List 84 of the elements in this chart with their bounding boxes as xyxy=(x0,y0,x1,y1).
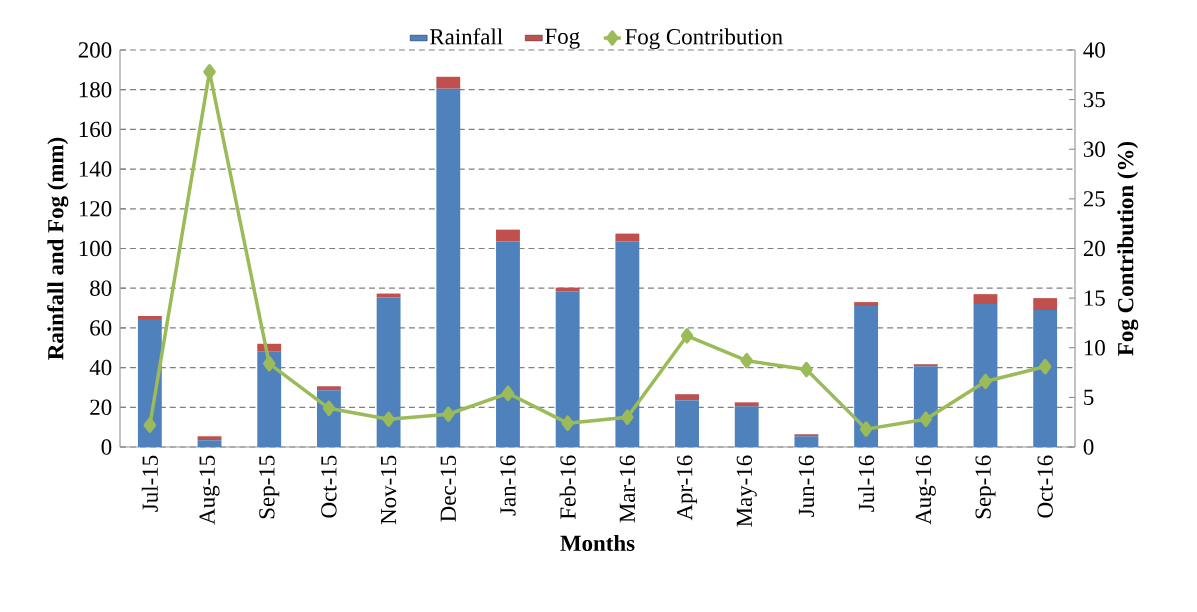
point xyxy=(680,328,694,344)
x-tick-label: Oct-16 xyxy=(1037,455,1053,518)
y-axis-title: Rainfall and Fog (mm) xyxy=(47,137,69,360)
bar xyxy=(436,88,461,447)
x-tick-label: Jan-16 xyxy=(500,455,516,516)
point xyxy=(800,361,813,378)
legend-label: Fog Contribution xyxy=(625,28,783,50)
x-tick-label: Aug-16 xyxy=(915,455,936,525)
bar xyxy=(376,297,401,447)
x-tick-label: May-16 xyxy=(736,455,757,527)
y-tick-label: 100 xyxy=(79,240,112,257)
bar xyxy=(794,436,819,447)
bar xyxy=(316,386,341,391)
bar xyxy=(1033,310,1058,447)
y2-tick-label: 20 xyxy=(1083,240,1105,257)
x-axis-title: Months xyxy=(560,534,635,551)
x-tick-label: Jul-15 xyxy=(141,455,158,512)
x-tick-label: Dec-15 xyxy=(440,455,456,522)
y-tick-label: 180 xyxy=(79,81,112,98)
point xyxy=(322,400,336,417)
y2-tick-label: 5 xyxy=(1084,389,1094,405)
y2-tick-label: 15 xyxy=(1084,290,1105,306)
x-tick-label: Oct-15 xyxy=(321,455,337,518)
y2-tick-label: 0 xyxy=(1083,439,1094,455)
point xyxy=(561,415,574,431)
legend-label: Rainfall xyxy=(430,28,503,45)
bar xyxy=(257,351,282,447)
y2-tick-label: 30 xyxy=(1083,141,1105,157)
x-tick-label: Feb-16 xyxy=(559,455,576,520)
bar xyxy=(1033,298,1058,311)
bar xyxy=(496,229,520,242)
bar xyxy=(854,306,879,447)
x-tick-label: Mar-16 xyxy=(619,455,636,523)
bar xyxy=(854,302,879,307)
bar xyxy=(436,76,461,89)
bar xyxy=(197,436,222,441)
point xyxy=(919,411,933,427)
bar xyxy=(734,406,759,447)
point xyxy=(979,373,992,390)
y-tick-label: 40 xyxy=(89,359,112,376)
x-tick-label: Apr-16 xyxy=(677,455,698,521)
y-tick-label: 20 xyxy=(90,399,112,416)
x-tick-label: Nov-15 xyxy=(380,455,397,525)
point xyxy=(1038,358,1052,375)
point xyxy=(859,421,873,437)
y-tick-label: 200 xyxy=(78,42,112,58)
y2-tick-label: 10 xyxy=(1084,340,1105,356)
bar xyxy=(675,400,699,447)
bar xyxy=(137,315,162,320)
x-tick-label: Jul-16 xyxy=(858,455,875,512)
bar xyxy=(376,293,401,298)
bar xyxy=(973,304,998,447)
bar xyxy=(973,294,998,305)
bar xyxy=(555,291,580,447)
y-tick-label: 160 xyxy=(79,121,112,138)
point xyxy=(143,417,157,433)
y2-tick-label: 35 xyxy=(1083,91,1105,108)
y-tick-label: 120 xyxy=(79,201,112,217)
bar xyxy=(496,241,520,447)
bar xyxy=(615,233,640,242)
point xyxy=(262,355,276,372)
point xyxy=(621,409,634,425)
y2-tick-label: 25 xyxy=(1083,191,1105,207)
bar xyxy=(555,287,580,292)
bar xyxy=(675,394,699,401)
x-tick-label: Sep-16 xyxy=(975,455,996,519)
point xyxy=(501,385,515,402)
bar xyxy=(197,440,222,447)
legend-label: Fog xyxy=(545,28,580,49)
y-tick-label: 60 xyxy=(90,320,112,336)
bar xyxy=(734,402,759,407)
point xyxy=(740,352,753,369)
y2-tick-label: 40 xyxy=(1083,42,1105,58)
x-tick-label: Aug-15 xyxy=(199,455,220,525)
point xyxy=(382,411,395,427)
y-tick-label: 140 xyxy=(79,161,112,177)
y2-axis-title: Fog Contribution (%) xyxy=(1117,141,1139,356)
bar xyxy=(913,366,938,447)
point xyxy=(442,406,455,422)
x-tick-label: Jun-16 xyxy=(798,455,815,517)
bar xyxy=(615,241,640,447)
x-tick-label: Sep-15 xyxy=(259,455,280,519)
y-tick-label: 80 xyxy=(90,280,112,296)
y-tick-label: 0 xyxy=(101,439,112,455)
